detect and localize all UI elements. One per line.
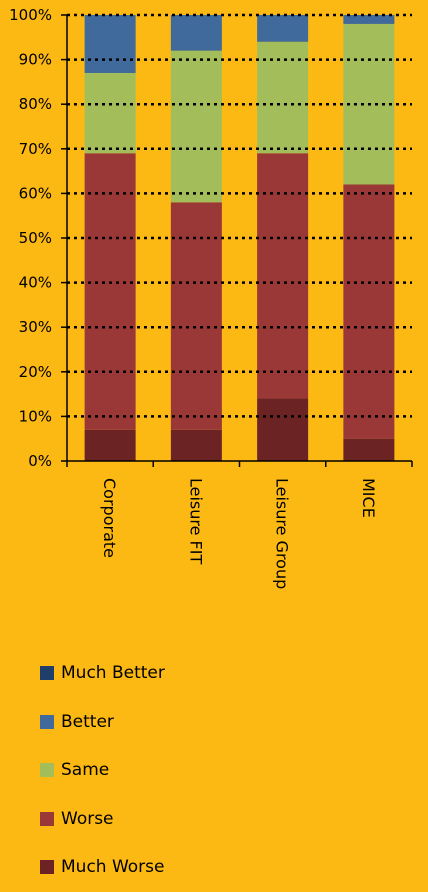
x-tick-label-corporate: Corporate <box>100 478 119 558</box>
y-tick-label: 80% <box>19 95 52 113</box>
bar-segment-mice-better <box>343 15 395 24</box>
legend-item-much-worse: Much Worse <box>40 843 165 892</box>
bar-segment-leisure-group-worse <box>257 153 309 399</box>
bar-segment-leisure-group-much-worse <box>257 398 309 461</box>
legend-label-much-worse: Much Worse <box>61 857 165 878</box>
y-tick-label: 30% <box>19 318 52 336</box>
legend-item-much-better: Much Better <box>40 649 165 698</box>
legend-swatch-better <box>40 714 54 729</box>
bar-segment-leisure-fit-better <box>170 15 222 51</box>
y-tick-label: 100% <box>9 6 52 24</box>
bar-segment-corporate-same <box>84 72 136 154</box>
bar-segment-leisure-fit-worse <box>170 202 222 430</box>
legend-swatch-much-better <box>40 666 54 681</box>
bar-segment-mice-worse <box>343 184 395 439</box>
x-tick-label-leisure-group: Leisure Group <box>273 478 292 589</box>
bar-segment-leisure-group-better <box>257 15 309 42</box>
y-tick-label: 60% <box>19 184 52 202</box>
bar-segment-corporate-better <box>84 15 136 73</box>
stacked-bar-chart: 0% 10% 20% 30% 40% 50% 60% 70% 80% 90% 100% Corpora… <box>9 6 413 589</box>
bar-segment-leisure-fit-same <box>170 50 222 203</box>
y-tick-label: 20% <box>19 363 52 381</box>
y-tick-label: 0% <box>28 452 52 470</box>
y-tick-label: 70% <box>19 140 52 158</box>
legend-label-same: Same <box>61 760 110 781</box>
legend-swatch-much-worse <box>40 860 54 875</box>
chart-legend: Much Better Better Same Worse Much Worse <box>40 649 165 892</box>
legend-label-better: Better <box>61 711 114 732</box>
bar-segment-corporate-worse <box>84 153 136 430</box>
bar-segment-corporate-much-worse <box>84 429 136 461</box>
legend-item-same: Same <box>40 746 165 795</box>
y-tick-label: 90% <box>19 51 52 69</box>
legend-label-much-better: Much Better <box>61 663 165 684</box>
bar-segment-mice-much-worse <box>343 438 395 461</box>
x-tick-label-mice: MICE <box>359 478 378 518</box>
legend-label-worse: Worse <box>61 808 114 829</box>
legend-item-better: Better <box>40 698 165 747</box>
legend-swatch-same <box>40 763 54 778</box>
y-tick-label: 40% <box>19 274 52 292</box>
x-tick-label-leisure-fit: Leisure FIT <box>186 478 205 564</box>
y-tick-label: 10% <box>19 407 52 425</box>
bar-segment-leisure-fit-much-worse <box>170 429 222 461</box>
legend-swatch-worse <box>40 811 54 826</box>
y-tick-label: 50% <box>19 229 52 247</box>
legend-item-worse: Worse <box>40 795 165 844</box>
